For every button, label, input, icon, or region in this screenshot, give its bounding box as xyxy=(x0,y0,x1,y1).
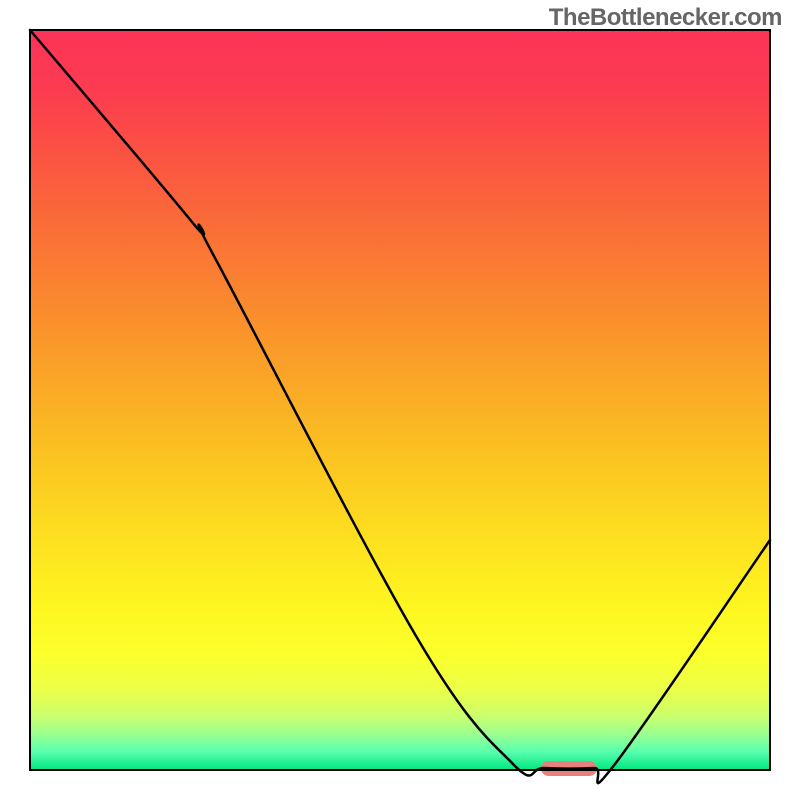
chart-svg xyxy=(0,0,800,800)
bottleneck-chart: TheBottlenecker.com xyxy=(0,0,800,800)
attribution-text: TheBottlenecker.com xyxy=(549,4,782,32)
plot-background xyxy=(30,30,770,770)
